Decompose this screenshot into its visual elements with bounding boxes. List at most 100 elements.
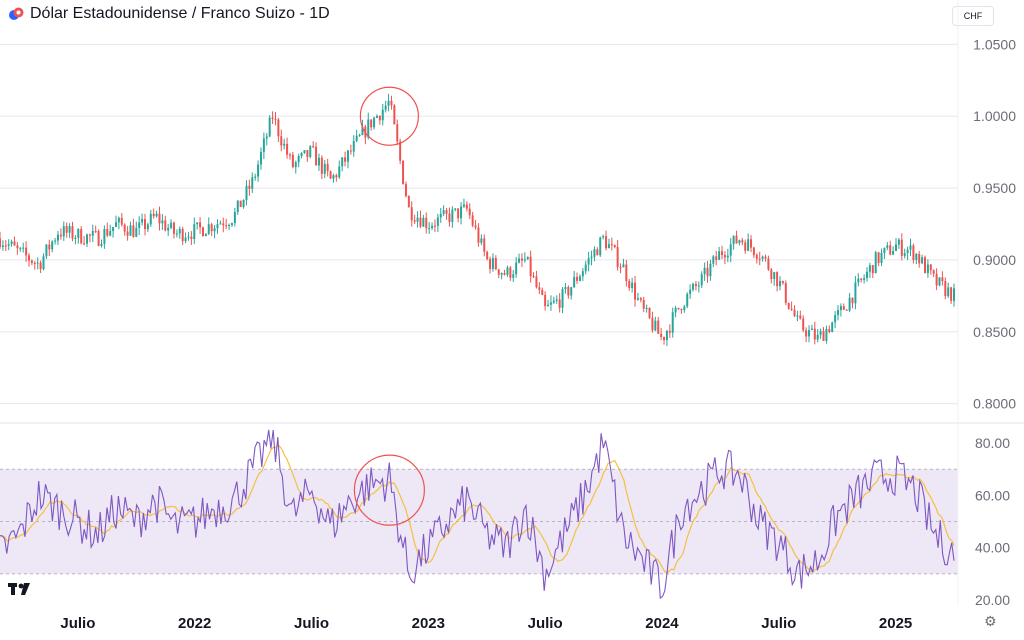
- candle-body: [512, 274, 515, 278]
- candle-body: [744, 242, 747, 251]
- candle-body: [323, 163, 326, 174]
- candle-body: [660, 333, 663, 338]
- candle-body: [732, 235, 735, 245]
- candle-body: [381, 109, 384, 121]
- candle-body: [799, 315, 802, 319]
- candle-body: [375, 115, 378, 118]
- candle-body: [686, 293, 689, 307]
- candle-body: [779, 281, 782, 287]
- rsi-tick-label: 60.00: [975, 487, 1010, 503]
- candle-body: [483, 238, 486, 252]
- highlight-circle-rsi: [353, 454, 425, 526]
- candle-body: [834, 315, 837, 323]
- candle-body: [138, 222, 141, 228]
- candle-body: [599, 237, 602, 256]
- candle-body: [390, 100, 393, 106]
- candle-body: [178, 228, 181, 234]
- candle-body: [36, 262, 39, 264]
- candle-body: [309, 146, 312, 157]
- candle-body: [773, 272, 776, 279]
- chart-title: Dólar Estadounidense / Franco Suizo - 1D: [30, 5, 330, 22]
- candle-body: [433, 225, 436, 227]
- candle-body: [445, 210, 448, 214]
- candle-body: [857, 278, 860, 283]
- candle-body: [88, 234, 91, 236]
- candle-body: [622, 264, 625, 268]
- candle-body: [497, 269, 500, 275]
- gear-icon[interactable]: ⚙: [984, 613, 997, 629]
- candle-body: [500, 273, 503, 275]
- candle-body: [94, 231, 97, 233]
- candle-body: [74, 237, 77, 239]
- currency-button[interactable]: CHF: [952, 6, 994, 26]
- candle-body: [410, 207, 413, 221]
- candle-body: [4, 245, 7, 247]
- candle-body: [718, 251, 721, 260]
- candle-body: [312, 146, 315, 148]
- price-tick-label: 0.8000: [973, 396, 1016, 412]
- candle-body: [210, 224, 213, 232]
- candle-body: [926, 264, 929, 274]
- candle-body: [117, 217, 120, 223]
- candle-body: [91, 231, 94, 236]
- candle-body: [158, 213, 161, 224]
- candle-body: [851, 297, 854, 304]
- candle-body: [526, 256, 529, 260]
- candle-body: [576, 276, 579, 281]
- candle-body: [451, 209, 454, 223]
- price-tick-label: 0.9000: [973, 252, 1016, 268]
- candle-body: [288, 154, 291, 156]
- candle-body: [25, 247, 28, 256]
- candle-body: [268, 117, 271, 137]
- candle-body: [503, 273, 506, 275]
- rsi-line: [0, 429, 955, 600]
- candle-body: [570, 287, 573, 296]
- candle-body: [845, 309, 848, 311]
- candle-body: [454, 208, 457, 210]
- candle-body: [361, 126, 364, 135]
- candle-body: [271, 117, 274, 119]
- candle-body: [167, 227, 170, 231]
- candle-body: [286, 143, 289, 155]
- candle-body: [674, 307, 677, 313]
- candle-body: [781, 281, 784, 284]
- candle-body: [254, 176, 257, 178]
- candle-body: [1, 245, 4, 247]
- candle-body: [561, 289, 564, 308]
- candle-body: [170, 222, 173, 228]
- candle-body: [892, 250, 895, 255]
- candle-body: [735, 235, 738, 244]
- tradingview-logo-icon[interactable]: [8, 582, 34, 596]
- candle-body: [648, 307, 651, 318]
- candle-body: [509, 267, 512, 278]
- candle-body: [605, 236, 608, 249]
- candle-body: [790, 308, 793, 310]
- candle-body: [425, 217, 428, 229]
- candle-body: [871, 265, 874, 274]
- candle-body: [692, 283, 695, 290]
- candle-body: [741, 240, 744, 243]
- candle-body: [866, 271, 869, 279]
- candle-body: [59, 234, 62, 237]
- candle-body: [329, 171, 332, 179]
- candle-body: [837, 310, 840, 316]
- candle-body: [338, 166, 341, 178]
- candle-body: [45, 244, 48, 257]
- candle-body: [712, 256, 715, 264]
- candle-body: [831, 322, 834, 333]
- candle-body: [83, 243, 86, 245]
- candle-body: [109, 231, 112, 236]
- candle-body: [631, 282, 634, 288]
- candle-body: [523, 259, 526, 261]
- candle-body: [344, 157, 347, 162]
- candle-body: [796, 315, 799, 317]
- candle-body: [114, 222, 117, 227]
- candle-body: [953, 288, 955, 301]
- candle-body: [236, 200, 239, 212]
- chart-header: Dólar Estadounidense / Franco Suizo - 1D: [8, 5, 330, 23]
- candle-body: [547, 304, 550, 307]
- candle-body: [494, 258, 497, 270]
- candle-body: [929, 264, 932, 271]
- candle-body: [819, 331, 822, 335]
